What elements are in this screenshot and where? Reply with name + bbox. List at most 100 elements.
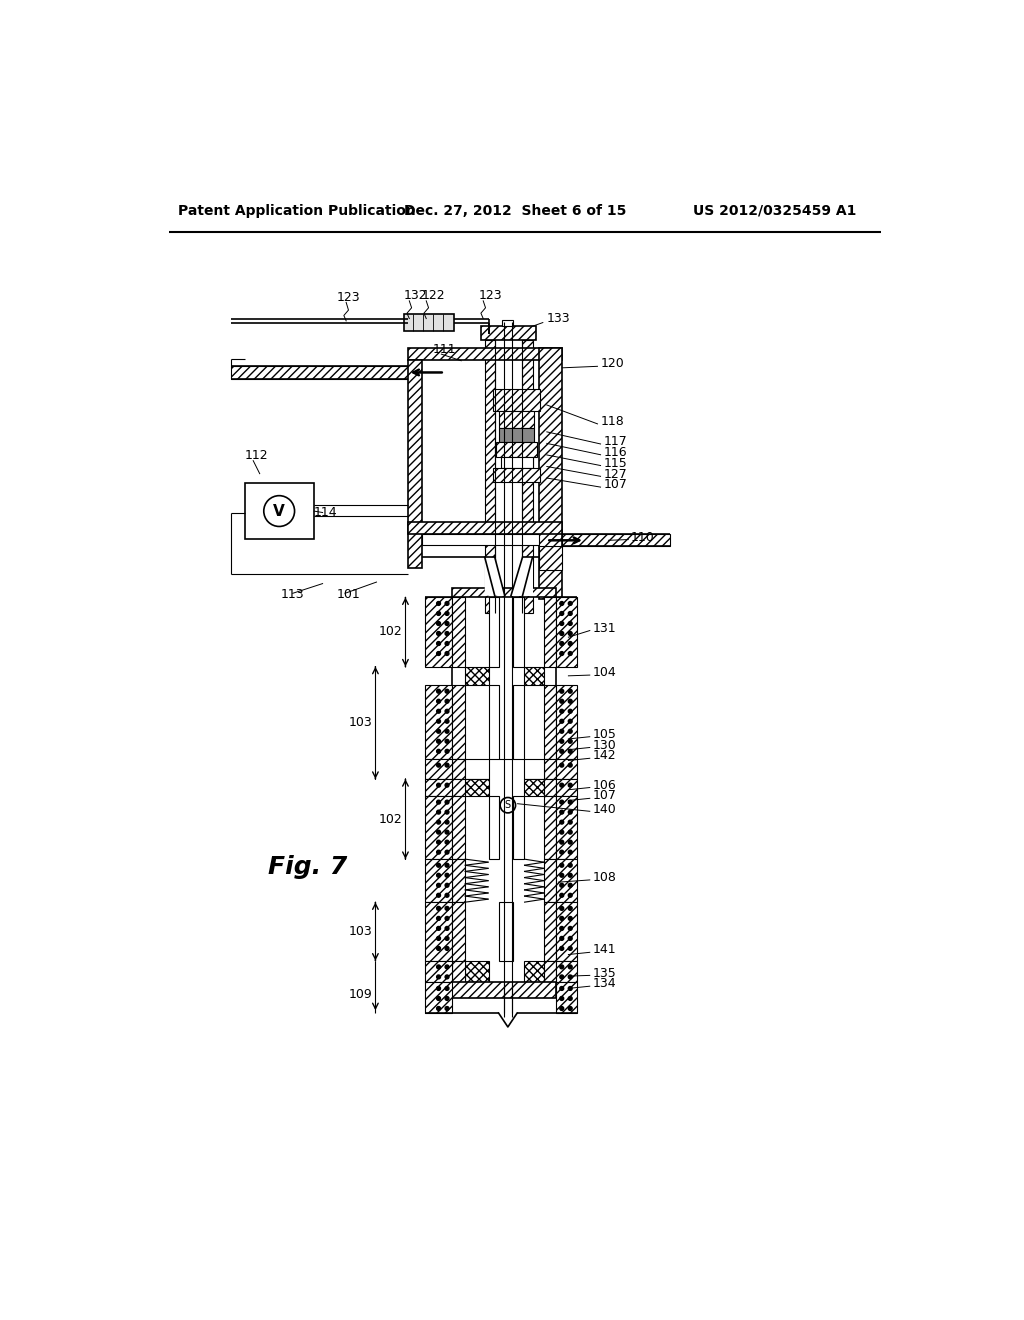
Bar: [453, 903, 465, 961]
Bar: [500, 411, 535, 428]
Circle shape: [445, 916, 449, 920]
Text: 142: 142: [593, 750, 616, 763]
Bar: [522, 341, 532, 612]
Circle shape: [436, 810, 440, 814]
Circle shape: [560, 907, 563, 911]
Circle shape: [560, 602, 563, 606]
Bar: [500, 428, 535, 442]
Circle shape: [568, 841, 572, 843]
Circle shape: [445, 965, 449, 969]
Bar: [539, 348, 562, 599]
Text: 110: 110: [631, 531, 654, 544]
Text: 103: 103: [348, 925, 373, 939]
Circle shape: [568, 689, 572, 693]
Text: 117: 117: [603, 436, 627, 449]
Text: US 2012/0325459 A1: US 2012/0325459 A1: [692, 203, 856, 218]
Circle shape: [560, 631, 563, 635]
Circle shape: [560, 642, 563, 645]
Bar: [425, 961, 453, 982]
Bar: [556, 759, 578, 779]
Circle shape: [436, 719, 440, 723]
Circle shape: [568, 763, 572, 767]
Circle shape: [568, 863, 572, 867]
Bar: [425, 685, 453, 759]
Text: 130: 130: [593, 739, 616, 751]
Bar: [494, 469, 541, 482]
Circle shape: [436, 750, 440, 754]
Text: 112: 112: [245, 449, 268, 462]
Circle shape: [445, 1007, 449, 1010]
Circle shape: [436, 927, 440, 931]
Circle shape: [560, 750, 563, 754]
Bar: [503, 321, 513, 326]
Bar: [408, 521, 562, 535]
Circle shape: [568, 709, 572, 713]
Text: Patent Application Publication: Patent Application Publication: [178, 203, 416, 218]
Circle shape: [560, 622, 563, 626]
Circle shape: [568, 642, 572, 645]
Circle shape: [568, 936, 572, 940]
Circle shape: [560, 689, 563, 693]
Bar: [465, 961, 488, 982]
Bar: [488, 685, 500, 759]
Bar: [453, 982, 556, 998]
Circle shape: [568, 750, 572, 754]
Circle shape: [436, 730, 440, 733]
Text: 107: 107: [603, 478, 628, 491]
Bar: [488, 796, 500, 859]
Circle shape: [445, 946, 449, 950]
Circle shape: [560, 894, 563, 898]
Circle shape: [445, 652, 449, 656]
Circle shape: [560, 611, 563, 615]
Bar: [453, 859, 465, 903]
Text: 107: 107: [593, 789, 616, 803]
Text: 102: 102: [379, 626, 402, 639]
Circle shape: [445, 907, 449, 911]
Circle shape: [568, 894, 572, 898]
Circle shape: [568, 652, 572, 656]
Bar: [544, 759, 556, 779]
Text: 120: 120: [600, 358, 624, 371]
Bar: [453, 589, 556, 597]
Bar: [465, 667, 488, 685]
Bar: [453, 796, 465, 859]
Text: 115: 115: [603, 457, 627, 470]
Text: 102: 102: [379, 813, 402, 825]
Circle shape: [436, 874, 440, 878]
Circle shape: [568, 975, 572, 979]
Circle shape: [436, 907, 440, 911]
Circle shape: [568, 927, 572, 931]
Circle shape: [445, 719, 449, 723]
Polygon shape: [511, 557, 532, 595]
Circle shape: [436, 709, 440, 713]
Text: 122: 122: [422, 289, 445, 302]
Circle shape: [560, 997, 563, 1001]
Circle shape: [445, 730, 449, 733]
Circle shape: [436, 975, 440, 979]
Circle shape: [436, 611, 440, 615]
Circle shape: [568, 850, 572, 854]
Text: 109: 109: [348, 989, 373, 1001]
Circle shape: [436, 783, 440, 787]
Bar: [544, 961, 556, 982]
Circle shape: [568, 874, 572, 878]
Bar: [513, 685, 524, 759]
Circle shape: [436, 800, 440, 804]
Circle shape: [560, 730, 563, 733]
Bar: [230, 367, 408, 379]
Circle shape: [436, 841, 440, 843]
Text: 127: 127: [603, 467, 627, 480]
Text: 140: 140: [593, 803, 616, 816]
Bar: [544, 859, 556, 903]
Text: 116: 116: [603, 446, 627, 459]
Bar: [556, 961, 578, 982]
Circle shape: [560, 841, 563, 843]
Circle shape: [568, 820, 572, 824]
Circle shape: [436, 850, 440, 854]
Bar: [544, 903, 556, 961]
Bar: [524, 779, 544, 796]
Circle shape: [568, 986, 572, 990]
Circle shape: [560, 763, 563, 767]
Text: 123: 123: [337, 290, 360, 304]
Circle shape: [445, 850, 449, 854]
